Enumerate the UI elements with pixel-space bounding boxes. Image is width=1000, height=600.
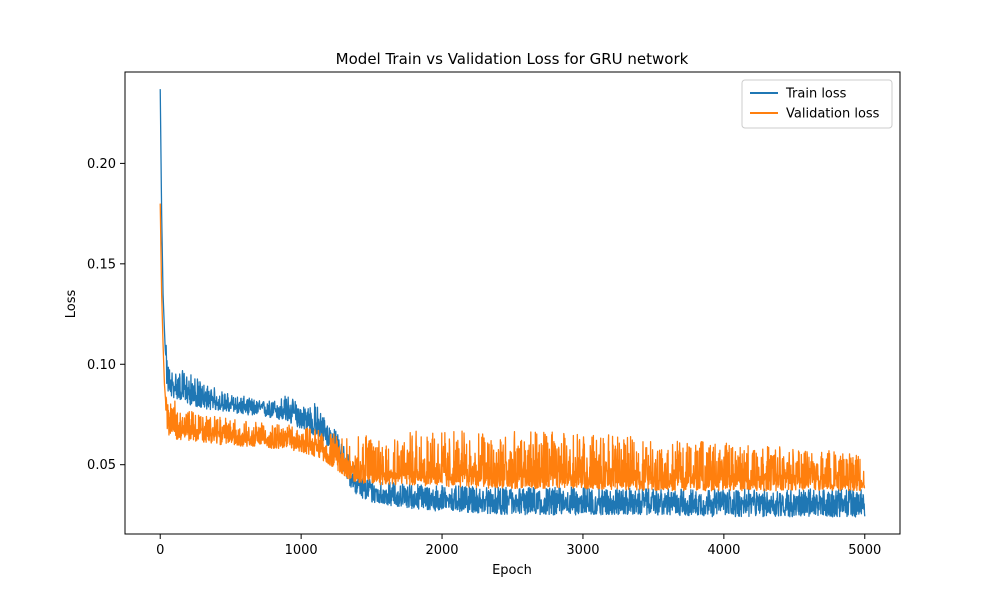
series-line-train-loss bbox=[159, 89, 866, 518]
plot-area bbox=[159, 89, 866, 518]
y-tick-label: 0.05 bbox=[87, 458, 116, 473]
x-axis-label: Epoch bbox=[492, 563, 532, 578]
x-tick-label: 4000 bbox=[707, 543, 740, 558]
series-line-validation-loss bbox=[159, 203, 866, 492]
y-axis: 0.05 0.10 0.15 0.20 bbox=[87, 157, 125, 473]
x-tick-label: 1000 bbox=[285, 543, 318, 558]
legend: Train loss Validation loss bbox=[741, 79, 893, 129]
y-axis-label: Loss bbox=[64, 290, 79, 319]
legend-box bbox=[741, 79, 893, 129]
x-tick-label: 5000 bbox=[848, 543, 881, 558]
x-axis: 0 1000 2000 3000 4000 5000 bbox=[156, 534, 881, 558]
y-tick-label: 0.20 bbox=[87, 157, 116, 172]
legend-label: Validation loss bbox=[786, 107, 880, 122]
legend-label: Train loss bbox=[785, 87, 847, 102]
plot-frame bbox=[124, 71, 901, 535]
x-tick-label: 0 bbox=[156, 543, 164, 558]
y-tick-label: 0.10 bbox=[87, 358, 116, 373]
x-tick-label: 3000 bbox=[566, 543, 599, 558]
chart-title: Model Train vs Validation Loss for GRU n… bbox=[336, 50, 689, 68]
x-tick-label: 2000 bbox=[425, 543, 458, 558]
y-tick-label: 0.15 bbox=[87, 257, 116, 272]
